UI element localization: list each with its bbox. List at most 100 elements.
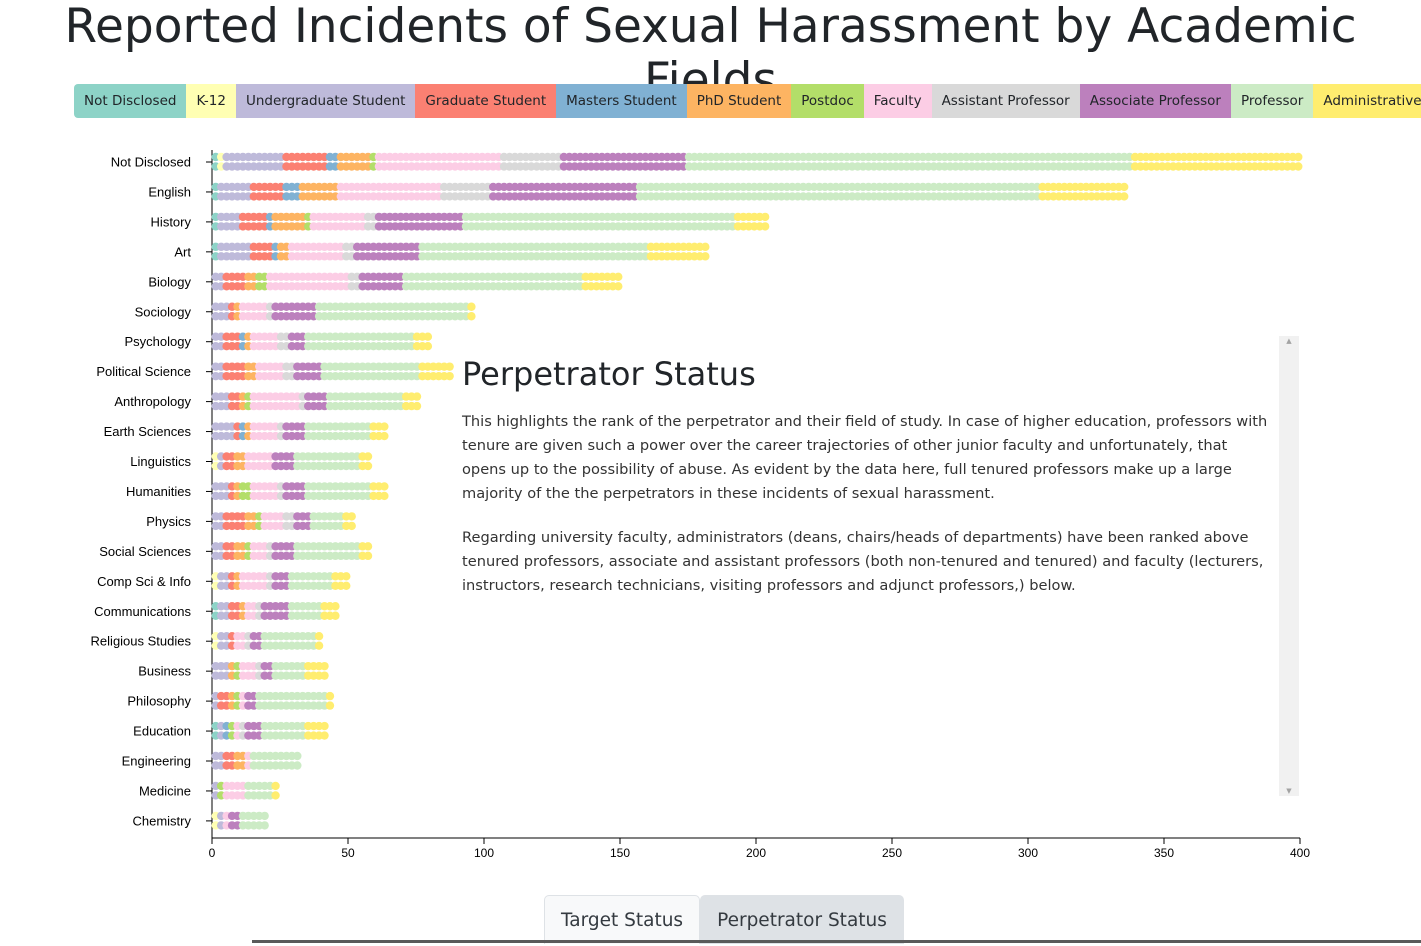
- dot-administrative: [363, 542, 373, 551]
- x-tick-label: 250: [882, 846, 902, 860]
- y-tick-label: English: [148, 184, 191, 199]
- dot-administrative: [271, 781, 280, 791]
- y-tick-label: Anthropology: [114, 394, 191, 409]
- x-tick-label: 0: [209, 846, 216, 860]
- legend-item-professor[interactable]: Professor: [1230, 84, 1314, 118]
- dot-administrative: [314, 641, 324, 650]
- tab-target-status[interactable]: Target Status: [544, 895, 701, 944]
- x-tick-label: 100: [474, 846, 494, 860]
- legend-item-not-disclosed[interactable]: Not Disclosed: [74, 84, 187, 118]
- y-tick-label: Chemistry: [132, 813, 191, 828]
- legend-item-masters-student[interactable]: Masters Student: [556, 84, 687, 118]
- dot-administrative: [445, 362, 454, 371]
- y-tick-label: Education: [133, 724, 191, 739]
- dot-administrative: [423, 332, 433, 341]
- legend-item-k-12[interactable]: K-12: [186, 84, 236, 118]
- stacked-dot-chart: 0 50 100 150 200 250 300 350 400 Not Disclosed Eng…: [91, 150, 1310, 860]
- legend: Not Disclosed K-12 Undergraduate Student Gr…: [74, 84, 1421, 118]
- info-title: Perpetrator Status: [462, 355, 756, 393]
- y-tick-label: Political Science: [96, 364, 191, 379]
- x-tick-label: 300: [1018, 846, 1038, 860]
- page-title: Reported Incidents of Sexual Harassment …: [64, 0, 1357, 108]
- dot-professor: [293, 761, 302, 770]
- dot-administrative: [363, 452, 373, 461]
- dot-administrative: [701, 242, 710, 252]
- y-tick-label: Religious Studies: [91, 634, 192, 649]
- dot-administrative: [701, 252, 710, 261]
- x-tick-label: 50: [341, 846, 355, 860]
- dot-administrative: [380, 482, 389, 491]
- info-paragraph-1: This highlights the rank of the perpetra…: [462, 413, 1268, 502]
- dot-administrative: [760, 222, 770, 231]
- dot-administrative: [412, 401, 422, 411]
- dot-administrative: [342, 581, 351, 590]
- scroll-down-icon[interactable]: ▼: [1286, 787, 1292, 795]
- dot-administrative: [380, 422, 389, 431]
- dot-administrative: [347, 512, 356, 521]
- info-paragraph-2: Regarding university faculty, administra…: [462, 529, 1264, 594]
- dot-administrative: [320, 731, 329, 740]
- dot-administrative: [760, 212, 770, 222]
- y-tick-label: Humanities: [126, 484, 192, 499]
- y-tick-label: Art: [174, 244, 191, 259]
- y-tick-label: History: [151, 214, 192, 229]
- tab-perpetrator-status[interactable]: Perpetrator Status: [700, 895, 904, 944]
- dot-administrative: [614, 282, 623, 291]
- dot-administrative: [1294, 162, 1303, 171]
- legend-item-administrative[interactable]: Administrative: [1313, 84, 1421, 118]
- legend-item-graduate-student[interactable]: Graduate Student: [415, 84, 557, 118]
- view-tabs: Target Status Perpetrator Status: [544, 895, 904, 944]
- y-tick-label: Biology: [148, 274, 191, 289]
- dot-administrative: [347, 521, 356, 531]
- x-tick-label: 400: [1290, 846, 1310, 860]
- y-tick-label: Sociology: [135, 304, 192, 319]
- y-tick-label: Earth Sciences: [104, 424, 192, 439]
- x-tick-label: 200: [746, 846, 766, 860]
- dot-administrative: [423, 342, 433, 351]
- dot-administrative: [363, 461, 373, 471]
- info-scrollbar[interactable]: ▲ ▼: [1279, 336, 1299, 796]
- y-tick-label: Medicine: [139, 783, 191, 798]
- legend-item-phd-student[interactable]: PhD Student: [686, 84, 792, 118]
- dot-administrative: [363, 551, 373, 561]
- dot-administrative: [314, 632, 324, 641]
- y-tick-label: Communications: [94, 604, 191, 619]
- y-tick-label: Physics: [146, 514, 191, 529]
- dot-professor: [293, 751, 302, 761]
- dot-administrative: [320, 721, 329, 731]
- legend-item-undergraduate-student[interactable]: Undergraduate Student: [235, 84, 416, 118]
- scroll-up-icon[interactable]: ▲: [1286, 337, 1292, 345]
- dot-administrative: [325, 701, 335, 710]
- dot-administrative: [412, 392, 422, 401]
- dot-professor: [260, 811, 269, 821]
- x-tick-label: 350: [1154, 846, 1174, 860]
- legend-item-assistant-professor[interactable]: Assistant Professor: [931, 84, 1080, 118]
- dot-administrative: [614, 272, 623, 281]
- dot-administrative: [331, 611, 340, 620]
- info-panel: Perpetrator Status This highlights the r…: [462, 352, 1272, 618]
- legend-item-postdoc[interactable]: Postdoc: [791, 84, 864, 118]
- y-tick-label: Psychology: [125, 334, 192, 349]
- y-tick-label: Comp Sci & Info: [97, 574, 191, 589]
- dot-administrative: [325, 691, 335, 701]
- dot-administrative: [331, 602, 340, 611]
- legend-item-faculty[interactable]: Faculty: [863, 84, 932, 118]
- legend-item-associate-professor[interactable]: Associate Professor: [1079, 84, 1231, 118]
- dot-administrative: [467, 302, 476, 311]
- dot-administrative: [320, 661, 329, 671]
- y-tick-label: Social Sciences: [99, 544, 191, 559]
- dot-administrative: [380, 431, 389, 441]
- x-tick-label: 150: [610, 846, 630, 860]
- dot-administrative: [1120, 192, 1129, 201]
- y-tick-label: Not Disclosed: [111, 155, 191, 170]
- dot-administrative: [380, 491, 389, 501]
- dot-administrative: [342, 572, 351, 581]
- y-tick-label: Linguistics: [130, 454, 191, 469]
- bottom-divider: [252, 940, 1421, 943]
- y-tick-label: Philosophy: [127, 694, 191, 709]
- dot-administrative: [1294, 152, 1303, 162]
- dot-administrative: [1120, 182, 1129, 192]
- dot-professor: [260, 821, 269, 830]
- dot-administrative: [271, 791, 280, 800]
- dot-administrative: [320, 671, 329, 680]
